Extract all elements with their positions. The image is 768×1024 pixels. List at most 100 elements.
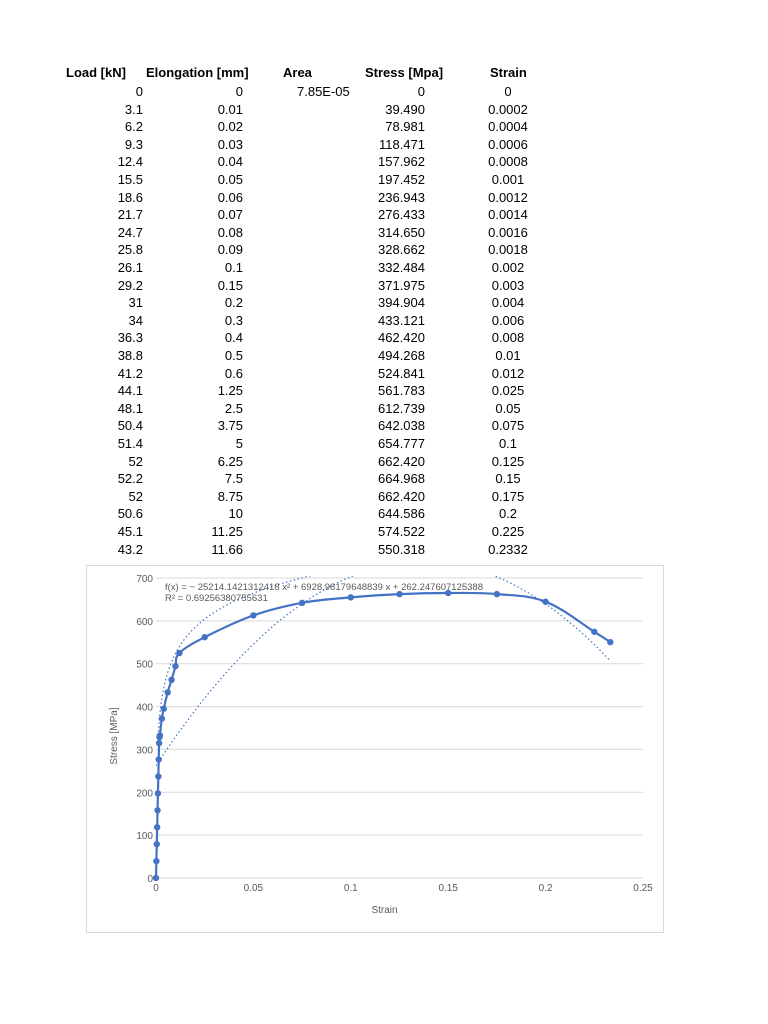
data-point — [158, 715, 166, 722]
data-point — [160, 705, 167, 712]
cell-area: 7.85E-05 — [297, 84, 350, 99]
header-elongation: Elongation [mm] — [146, 65, 249, 80]
cell-stress: 39.490 — [385, 101, 425, 117]
cell-stress: 494.268 — [378, 348, 425, 363]
data-point — [298, 599, 306, 607]
cell-stress: 612.739 — [378, 400, 425, 416]
cell-load: 31 — [128, 295, 143, 311]
data-point — [152, 874, 160, 882]
cell-stress: 0 — [417, 84, 425, 99]
cell-elongation: 0.2 — [224, 295, 243, 311]
cell-elongation: 0.08 — [217, 224, 243, 240]
cell-load: 36.3 — [117, 330, 143, 346]
cell-strain: 0.225 — [491, 524, 525, 539]
cell-stress: 78.981 — [385, 119, 425, 135]
data-point — [591, 628, 598, 635]
cell-load: 3.1 — [124, 101, 143, 117]
x-tick-label: 0.15 — [438, 883, 458, 894]
data-point — [155, 773, 162, 780]
cell-elongation: 8.75 — [217, 488, 243, 504]
data-point — [542, 598, 549, 605]
cell-elongation: 0.07 — [217, 207, 243, 223]
cell-strain: 0.0016 — [488, 224, 528, 240]
cell-stress: 654.777 — [378, 436, 425, 451]
header-area: Area — [283, 65, 312, 80]
y-tick-label: 0 — [147, 874, 153, 885]
cell-elongation: 3.75 — [217, 418, 243, 434]
cell-strain: 0.0004 — [488, 119, 528, 135]
cell-load: 50.4 — [117, 418, 143, 434]
header-load: Load [kN] — [66, 65, 126, 80]
y-tick-label: 500 — [136, 660, 153, 671]
data-point — [155, 756, 162, 763]
cell-load: 9.3 — [124, 136, 143, 152]
header-stress: Stress [Mpa] — [365, 65, 444, 80]
y-tick-label: 600 — [136, 617, 153, 628]
cell-load: 12.4 — [117, 154, 143, 170]
cell-load: 6.2 — [124, 119, 143, 135]
cell-elongation: 0.06 — [217, 189, 243, 205]
cell-stress: 574.522 — [378, 524, 425, 539]
data-point — [493, 590, 501, 598]
cell-load: 51.4 — [117, 436, 143, 451]
cell-stress: 561.783 — [378, 383, 425, 399]
cell-strain: 0.012 — [491, 365, 525, 381]
data-point — [154, 807, 161, 814]
cell-stress: 394.904 — [378, 295, 425, 311]
cell-stress: 332.484 — [378, 260, 425, 275]
cell-stress: 550.318 — [378, 541, 425, 557]
cell-stress: 462.420 — [378, 330, 425, 346]
cell-elongation: 0.15 — [217, 277, 243, 293]
cell-stress: 118.471 — [378, 136, 425, 152]
cell-strain: 0.0006 — [488, 136, 528, 152]
cell-strain: 0.1 — [498, 436, 518, 451]
cell-load: 15.5 — [117, 172, 143, 187]
cell-load: 52 — [128, 488, 143, 504]
cell-strain: 0.075 — [491, 418, 525, 434]
y-tick-label: 300 — [136, 745, 153, 756]
cell-load: 34 — [128, 312, 143, 328]
cell-stress: 157.962 — [378, 154, 425, 170]
cell-strain: 0.025 — [491, 383, 525, 399]
data-point — [172, 662, 179, 670]
data-point — [250, 612, 257, 619]
stress-strain-chart: 0 100 200 300 400 500 600 700 0 0.05 0.1 0.15 0.2 0.2… — [109, 574, 653, 916]
cell-strain: 0.01 — [495, 348, 521, 363]
cell-load: 45.1 — [117, 524, 143, 539]
cell-stress: 662.420 — [378, 488, 425, 504]
cell-elongation: 7.5 — [224, 471, 243, 487]
trendline-equation: f(x) = − 25214.1421312418 x² + 6928.9817… — [165, 582, 483, 593]
cell-elongation: 0.3 — [224, 312, 243, 328]
trendline-polynomial — [156, 576, 611, 766]
data-point — [155, 739, 163, 747]
cell-elongation: 5 — [235, 436, 243, 451]
cell-strain: 0.001 — [491, 172, 525, 187]
cell-strain: 0.0018 — [488, 242, 528, 258]
cell-elongation: 0.4 — [224, 330, 243, 346]
cell-elongation: 0.1 — [224, 260, 243, 275]
cell-elongation: 11.66 — [211, 541, 243, 557]
cell-elongation: 0.5 — [224, 348, 243, 363]
cell-stress: 644.586 — [378, 506, 425, 522]
cell-elongation: 0.09 — [217, 242, 243, 258]
cell-load: 18.6 — [117, 189, 143, 205]
cell-elongation: 6.25 — [217, 453, 243, 469]
cell-load: 43.2 — [117, 541, 143, 557]
cell-stress: 524.841 — [378, 365, 425, 381]
data-point — [176, 649, 183, 657]
cell-load: 26.1 — [117, 260, 143, 275]
data-point — [154, 790, 162, 797]
cell-elongation: 1.25 — [217, 383, 243, 399]
cell-strain: 0.05 — [495, 400, 521, 416]
trendline-logarithmic — [157, 576, 313, 740]
cell-strain: 0.125 — [491, 453, 525, 469]
cell-stress: 276.433 — [378, 207, 425, 223]
cell-strain: 0.15 — [495, 471, 521, 487]
cell-strain: 0.2 — [498, 506, 518, 522]
x-tick-label: 0.25 — [633, 883, 653, 894]
cell-stress: 314.650 — [378, 224, 425, 240]
cell-load: 0 — [135, 84, 143, 99]
cell-elongation: 0.05 — [217, 172, 243, 187]
x-tick-label: 0 — [153, 883, 159, 894]
data-point — [153, 857, 160, 865]
